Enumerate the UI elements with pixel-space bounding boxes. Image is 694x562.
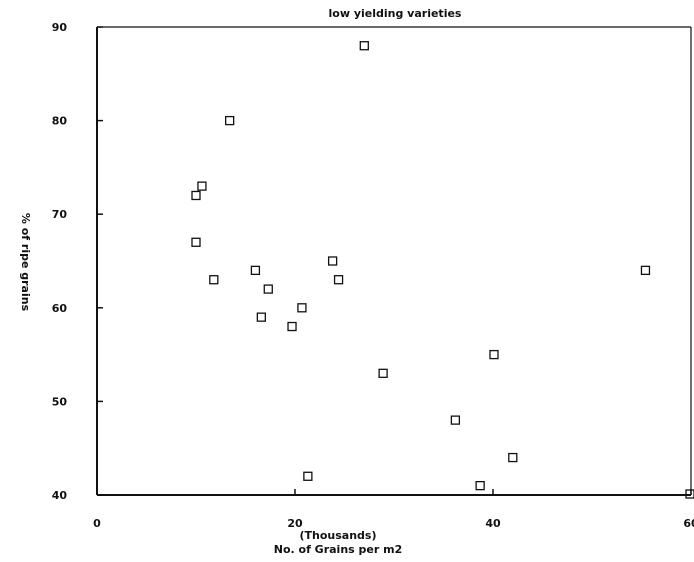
data-point: [191, 190, 201, 201]
plot-frame: [96, 26, 692, 496]
data-point: [250, 265, 261, 276]
data-point: [197, 181, 207, 191]
x-axis-unit: (Thousands): [300, 529, 377, 542]
chart-title: low yielding varieties: [329, 7, 462, 20]
y-tick-label: 80: [52, 115, 68, 128]
data-point: [327, 256, 338, 266]
x-axis-ticks: 0 20 40 60: [93, 489, 694, 530]
x-tick-label: 20: [287, 517, 303, 530]
data-point: [640, 265, 651, 276]
y-tick-label: 50: [52, 395, 68, 408]
x-tick-label: 0: [93, 517, 101, 530]
data-point: [225, 115, 235, 126]
data-point: [303, 471, 313, 481]
x-tick-label: 40: [485, 517, 501, 530]
data-point: [256, 312, 266, 322]
data-point: [475, 480, 485, 491]
y-axis-label: % of ripe grains: [19, 213, 32, 312]
y-tick-label: 70: [52, 208, 68, 221]
data-point: [287, 321, 297, 332]
data-point: [191, 237, 201, 247]
y-tick-label: 90: [52, 21, 68, 34]
x-tick-label: 60: [683, 517, 694, 530]
data-point: [297, 303, 307, 313]
y-tick-label: 60: [52, 302, 68, 315]
data-point: [508, 452, 518, 463]
y-tick-label: 40: [52, 489, 68, 502]
data-point: [489, 349, 499, 360]
data-point: [378, 368, 388, 378]
x-axis-label: No. of Grains per m2: [274, 543, 403, 556]
data-point: [333, 275, 344, 285]
data-point: [209, 275, 219, 285]
data-points: [191, 41, 694, 499]
data-point: [685, 489, 694, 499]
data-point: [263, 284, 273, 294]
data-point: [359, 41, 369, 51]
data-point: [450, 415, 461, 425]
y-axis-ticks: 40 50 60 70 80 90: [52, 21, 103, 502]
